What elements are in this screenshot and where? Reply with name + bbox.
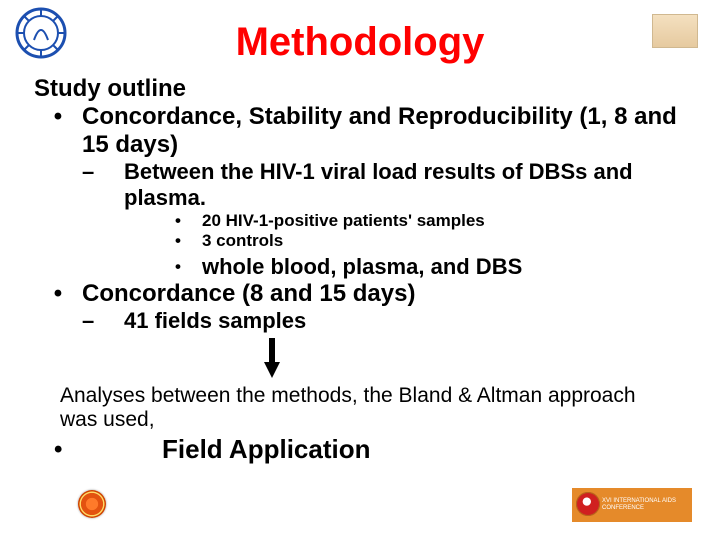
subbullet-text: Between the HIV-1 viral load results of … [124,159,696,211]
bullet-field-application: • Field Application [24,434,696,465]
bullet-marker: • [154,211,202,231]
subbullet-text: 41 fields samples [124,308,306,334]
bullet-marker: • [34,280,82,308]
subsub-3-controls: • 3 controls [154,231,696,251]
bullet-marker: • [154,231,202,251]
down-arrow-icon [264,338,280,378]
heading-study-outline: Study outline [34,75,696,103]
analysis-text: Analyses between the methods, the Bland … [60,384,676,432]
dash-marker: – [82,159,124,211]
bullet-text: Concordance (8 and 15 days) [82,280,696,308]
bullet-marker: • [24,436,162,464]
dash-marker: – [82,308,124,334]
subsub-text: 20 HIV-1-positive patients' samples [202,211,485,231]
subbullet-between-results: – Between the HIV-1 viral load results o… [82,159,696,211]
bullet-marker: • [34,103,82,159]
slide: Methodology Study outline • Concordance,… [0,0,720,540]
globe-icon [78,490,106,518]
subbullet-41-fields: – 41 fields samples [82,308,696,334]
slide-title: Methodology [24,20,696,65]
field-application-label: Field Application [162,434,370,465]
bullet-concordance-8-15: • Concordance (8 and 15 days) [34,280,696,308]
institution-logo-icon [14,6,68,65]
conference-logo-icon: XVI INTERNATIONAL AIDS CONFERENCE [572,488,692,522]
bullet-marker: • [154,254,202,280]
subsub-whole-blood: • whole blood, plasma, and DBS [154,254,696,280]
bullet-concordance-stability: • Concordance, Stability and Reproducibi… [34,103,696,159]
card-image-icon [652,14,698,48]
subsub-text: 3 controls [202,231,283,251]
subsub-text: whole blood, plasma, and DBS [202,254,522,280]
bullet-text: Concordance, Stability and Reproducibili… [82,103,696,159]
subsub-20-patients: • 20 HIV-1-positive patients' samples [154,211,696,231]
conference-logo-text: XVI INTERNATIONAL AIDS CONFERENCE [602,498,692,511]
